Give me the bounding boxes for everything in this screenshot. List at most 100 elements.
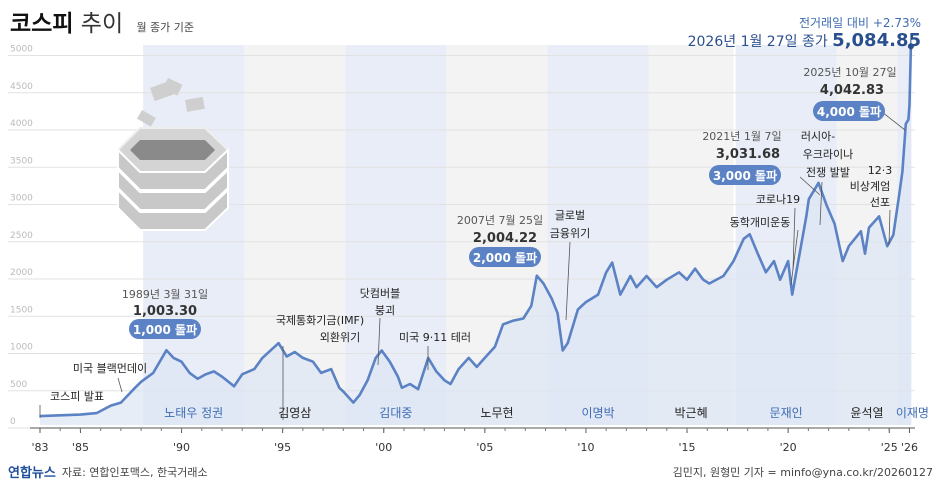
pot-inner-icon [130, 140, 215, 160]
data-point [791, 293, 793, 296]
data-point [577, 308, 579, 311]
data-point [140, 380, 142, 383]
y-tick-label: 4000 [10, 119, 33, 129]
annotation-event: 선포 [870, 196, 890, 209]
data-point [678, 271, 680, 274]
annotation-leader [888, 209, 891, 246]
data-point [742, 237, 745, 240]
data-point [502, 323, 504, 326]
data-point [566, 342, 569, 344]
stock-pot-illustration [116, 78, 230, 231]
data-point [233, 385, 235, 388]
annotation-event: 미국 블랙먼데이 [73, 362, 147, 375]
era-label: 윤석열 [850, 406, 883, 420]
data-point [619, 293, 622, 296]
data-point [435, 370, 438, 373]
data-point [374, 357, 377, 359]
annotation-value: 3,031.68 [716, 147, 780, 162]
annotation-event: 금융위기 [550, 227, 590, 240]
data-point [172, 357, 175, 359]
x-tick-label: '20 [780, 441, 797, 454]
data-point [765, 271, 767, 274]
era-label: 노태우 정권 [164, 406, 223, 420]
x-tick-label: '25 [881, 441, 898, 454]
x-tick-label: '85 [72, 441, 89, 454]
x-tick-label: '05 [476, 441, 493, 454]
data-point [907, 118, 910, 121]
data-point [397, 375, 399, 378]
x-tick-label: '95 [274, 441, 291, 454]
data-point [522, 317, 525, 320]
y-tick-label: 0 [10, 417, 16, 427]
data-point [205, 373, 207, 376]
data-point [401, 386, 403, 389]
data-point [666, 278, 668, 281]
data-point [342, 390, 345, 393]
data-point [443, 379, 446, 382]
data-point [358, 394, 361, 397]
data-point [352, 401, 355, 404]
data-point [134, 386, 136, 389]
milestone-pill-label: 4,000 돌파 [817, 104, 881, 119]
era-label: 이명박 [582, 406, 615, 420]
data-point [597, 293, 599, 296]
pot-layer-icon [117, 167, 229, 211]
data-point [779, 278, 781, 281]
milestone-pill [129, 319, 201, 339]
data-point [694, 267, 696, 270]
annotation-event: 닷컴버블 [360, 287, 400, 300]
annotation-event: 글로벌 [555, 209, 585, 222]
milestone-pill [469, 247, 541, 267]
annotation-date: 2021년 1월 7일 [702, 129, 781, 143]
data-point [805, 215, 808, 218]
data-point [253, 368, 256, 370]
data-point [196, 378, 199, 380]
annotation-event: 코로나19 [756, 193, 800, 206]
x-tick-label: '15 [679, 441, 696, 454]
era-label: 김대중 [379, 406, 412, 420]
data-point [561, 349, 564, 352]
data-point [860, 230, 862, 233]
y-tick-label: 500 [10, 380, 27, 390]
data-point [484, 357, 486, 359]
annotation-event: 동학개미운동 [730, 216, 791, 229]
era-label: 이재명 [896, 406, 929, 420]
title-subtitle: 월 종가 기준 [136, 21, 195, 34]
data-point [293, 351, 296, 353]
source-text: 자료: 연합인포맥스, 한국거래소 [61, 465, 208, 479]
data-point [338, 386, 341, 389]
data-point [799, 249, 802, 251]
era-label: 김영삼 [278, 406, 311, 420]
chart-title: 코스피 추이 월 종가 기준 [10, 4, 194, 38]
annotation-event: 러시아- [801, 130, 835, 143]
data-point [79, 413, 82, 416]
title-light: 추이 [80, 11, 124, 37]
data-point [530, 305, 533, 307]
data-point [908, 103, 911, 106]
era-label: 문재인 [770, 406, 803, 420]
data-point [645, 275, 648, 277]
data-point [417, 388, 419, 391]
y-tick-label: 3000 [10, 194, 33, 204]
data-point [817, 182, 820, 184]
y-tick-label: 4500 [10, 82, 33, 92]
y-tick-label: 5000 [10, 45, 33, 55]
data-point [120, 401, 122, 404]
data-point [475, 366, 478, 368]
data-point [905, 123, 907, 125]
data-point [380, 349, 383, 352]
data-point [611, 261, 614, 264]
annotation-date: 2025년 10월 27일 [803, 65, 896, 79]
data-point [312, 360, 314, 363]
annotation-date: 1989년 3월 31일 [122, 287, 208, 301]
data-point [285, 355, 288, 358]
data-point [825, 204, 828, 207]
x-tick-label: '00 [375, 441, 392, 454]
y-tick-label: 1500 [10, 305, 33, 315]
data-point [512, 319, 514, 322]
data-point [556, 312, 559, 315]
close-label: 2026년 1월 27일 종가 [687, 34, 828, 50]
data-point [864, 252, 866, 255]
annotation-event: 우크라이나 [803, 148, 854, 161]
